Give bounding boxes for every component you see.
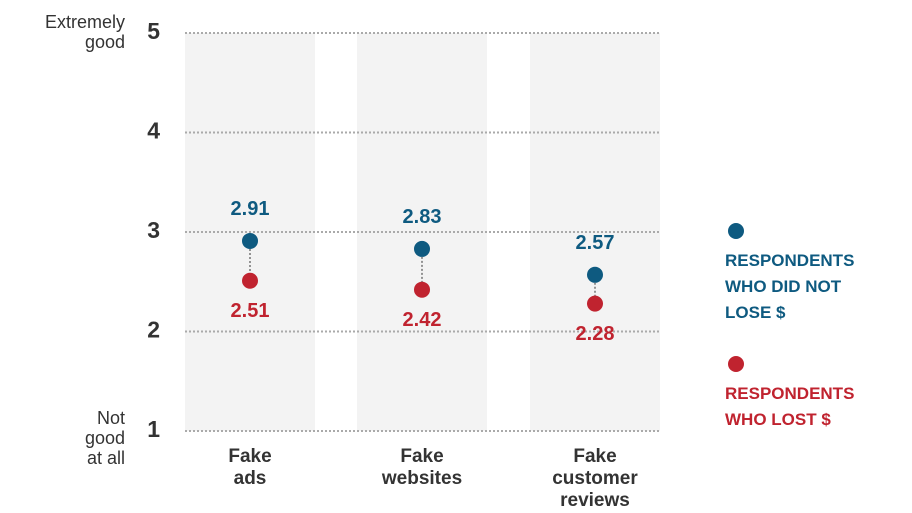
value-label: 2.28 [576,323,615,345]
legend-marker [728,223,744,239]
y-tick-label: 1 [147,416,160,442]
value-label: 2.42 [403,309,442,331]
bottom-annotation: Not good at all [84,408,125,468]
value-label: 2.91 [231,198,270,220]
dot [414,281,430,298]
legend-marker [728,356,744,372]
dot [587,266,603,283]
x-tick-label: Fake websites [381,446,463,489]
y-tick-label: 3 [147,217,160,243]
top-annotation: Extremely good [44,12,125,52]
y-tick-label: 5 [147,18,160,44]
legend-label: RESPONDENTS WHO LOST $ [725,384,855,429]
dot [242,272,258,289]
x-tick-label: Fake customer reviews [552,446,638,511]
legend-label: RESPONDENTS WHO DID NOT LOSE $ [725,251,855,322]
value-label: 2.83 [403,206,442,228]
dot [414,240,430,257]
dot [242,232,258,249]
y-tick-label: 2 [147,317,160,343]
value-label: 2.57 [576,232,615,254]
value-label: 2.51 [231,300,270,322]
y-tick-label: 4 [147,118,160,144]
x-tick-label: Fake ads [228,446,272,489]
dot [587,295,603,312]
